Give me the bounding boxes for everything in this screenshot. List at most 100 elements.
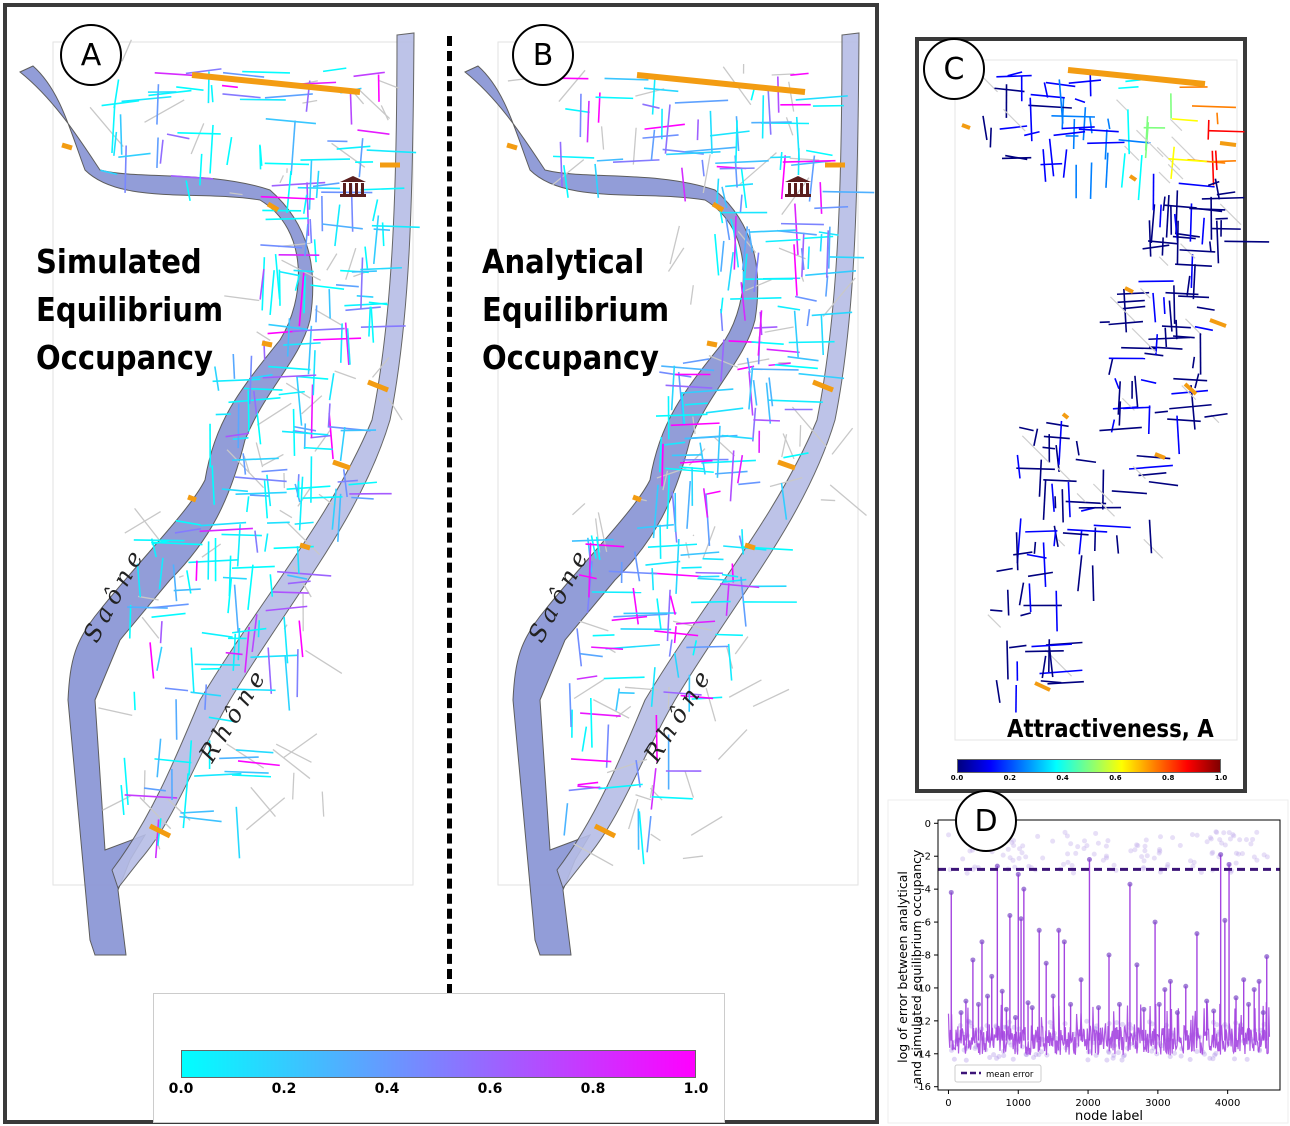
faint-point [975, 865, 981, 871]
faint-point [1142, 843, 1148, 849]
faint-point [1142, 848, 1148, 854]
faint-point [1127, 1041, 1133, 1047]
faint-point [1092, 1027, 1098, 1033]
occupancy-tick-label: 0.6 [477, 1081, 503, 1097]
chart-outer-box [887, 799, 1289, 1124]
faint-point [1158, 866, 1164, 872]
faint-point [965, 1033, 971, 1039]
faint-point [1188, 1032, 1194, 1038]
faint-point [1237, 1026, 1243, 1032]
faint-point [1115, 1050, 1121, 1056]
faint-point [1148, 1033, 1154, 1039]
faint-point [1172, 1050, 1178, 1056]
occupancy-tick-label: 1.0 [683, 1081, 709, 1097]
faint-point [1178, 1053, 1184, 1059]
faint-point [1157, 847, 1163, 853]
attractiveness-tick-label: 0.8 [1161, 774, 1175, 782]
faint-point [1228, 869, 1234, 875]
x-tick-label: 3000 [1145, 1098, 1170, 1109]
faint-point [1132, 1034, 1138, 1040]
faint-point [953, 1039, 959, 1045]
error-spike-point [1152, 919, 1158, 925]
error-spike-point [1086, 857, 1092, 863]
faint-point [1207, 1055, 1213, 1061]
error-spike-point [985, 993, 991, 999]
faint-point [1017, 846, 1023, 852]
faint-point [1189, 832, 1195, 838]
faint-point [1250, 836, 1256, 842]
error-spike-point [1246, 1001, 1252, 1007]
panel-c-frame [915, 37, 1247, 793]
attractiveness-tick-label: 0.0 [950, 774, 964, 782]
faint-point [1121, 1052, 1127, 1058]
faint-point [1139, 854, 1145, 860]
faint-point [1050, 1032, 1056, 1038]
faint-point [1008, 1042, 1014, 1048]
faint-point [1019, 850, 1025, 856]
faint-point [1105, 838, 1111, 844]
faint-point [1016, 855, 1022, 861]
faint-point [1001, 1053, 1007, 1059]
faint-point [1093, 830, 1099, 836]
error-spike-point [1211, 1008, 1217, 1014]
faint-point [1074, 1042, 1080, 1048]
faint-point [1157, 834, 1163, 840]
faint-point [1259, 1030, 1265, 1036]
faint-point [1157, 1041, 1163, 1047]
error-series-line [947, 1002, 1271, 1056]
faint-point [1075, 844, 1081, 850]
faint-point [1082, 838, 1088, 844]
faint-point [987, 1054, 993, 1060]
faint-point [1133, 1044, 1139, 1050]
faint-point [946, 832, 952, 838]
y-tick-label: 0 [925, 819, 931, 830]
faint-point [1103, 853, 1109, 859]
faint-point [1100, 857, 1106, 863]
faint-point [1023, 854, 1029, 860]
faint-point [1194, 1048, 1200, 1054]
faint-point [1056, 1046, 1062, 1052]
faint-point [1219, 840, 1225, 846]
faint-point [1227, 836, 1233, 842]
x-tick-label: 1000 [1006, 1098, 1031, 1109]
faint-point [967, 1020, 973, 1026]
faint-point [1001, 1032, 1007, 1038]
faint-point [949, 1047, 955, 1053]
faint-point [1170, 835, 1176, 841]
y-tick-label: -8 [921, 951, 931, 962]
faint-point [1156, 850, 1162, 856]
faint-point [1050, 838, 1056, 844]
faint-point [1188, 858, 1194, 864]
faint-point [1040, 1036, 1046, 1042]
error-spike-point [958, 1010, 964, 1016]
error-spike-point [1141, 1006, 1147, 1012]
faint-point [972, 864, 978, 870]
faint-point [1251, 854, 1257, 860]
faint-point [1091, 1039, 1097, 1045]
faint-point [1114, 1020, 1120, 1026]
error-spike-point [1167, 978, 1173, 984]
panel-b-title-line-2: Equilibrium [482, 290, 670, 329]
faint-point [1011, 842, 1017, 848]
faint-point [1086, 1049, 1092, 1055]
occupancy-tick-label: 0.4 [374, 1081, 400, 1097]
faint-point [960, 856, 966, 862]
faint-point [1214, 829, 1220, 835]
faint-point [994, 1055, 1000, 1061]
faint-point [1222, 842, 1228, 848]
faint-point [993, 1024, 999, 1030]
faint-point [1244, 1036, 1250, 1042]
error-spike-point [999, 988, 1005, 994]
faint-point [1065, 859, 1071, 865]
faint-point [1151, 855, 1157, 861]
faint-point [1119, 1021, 1125, 1027]
occupancy-tick-label: 0.8 [580, 1081, 606, 1097]
faint-point [1084, 1018, 1090, 1024]
y-tick-label: -16 [915, 1082, 931, 1093]
error-spike-point [963, 998, 969, 1004]
faint-point [1169, 1032, 1175, 1038]
faint-point [1049, 1024, 1055, 1030]
faint-point [1213, 1051, 1219, 1057]
faint-point [1172, 1039, 1178, 1045]
faint-point [1209, 867, 1215, 873]
